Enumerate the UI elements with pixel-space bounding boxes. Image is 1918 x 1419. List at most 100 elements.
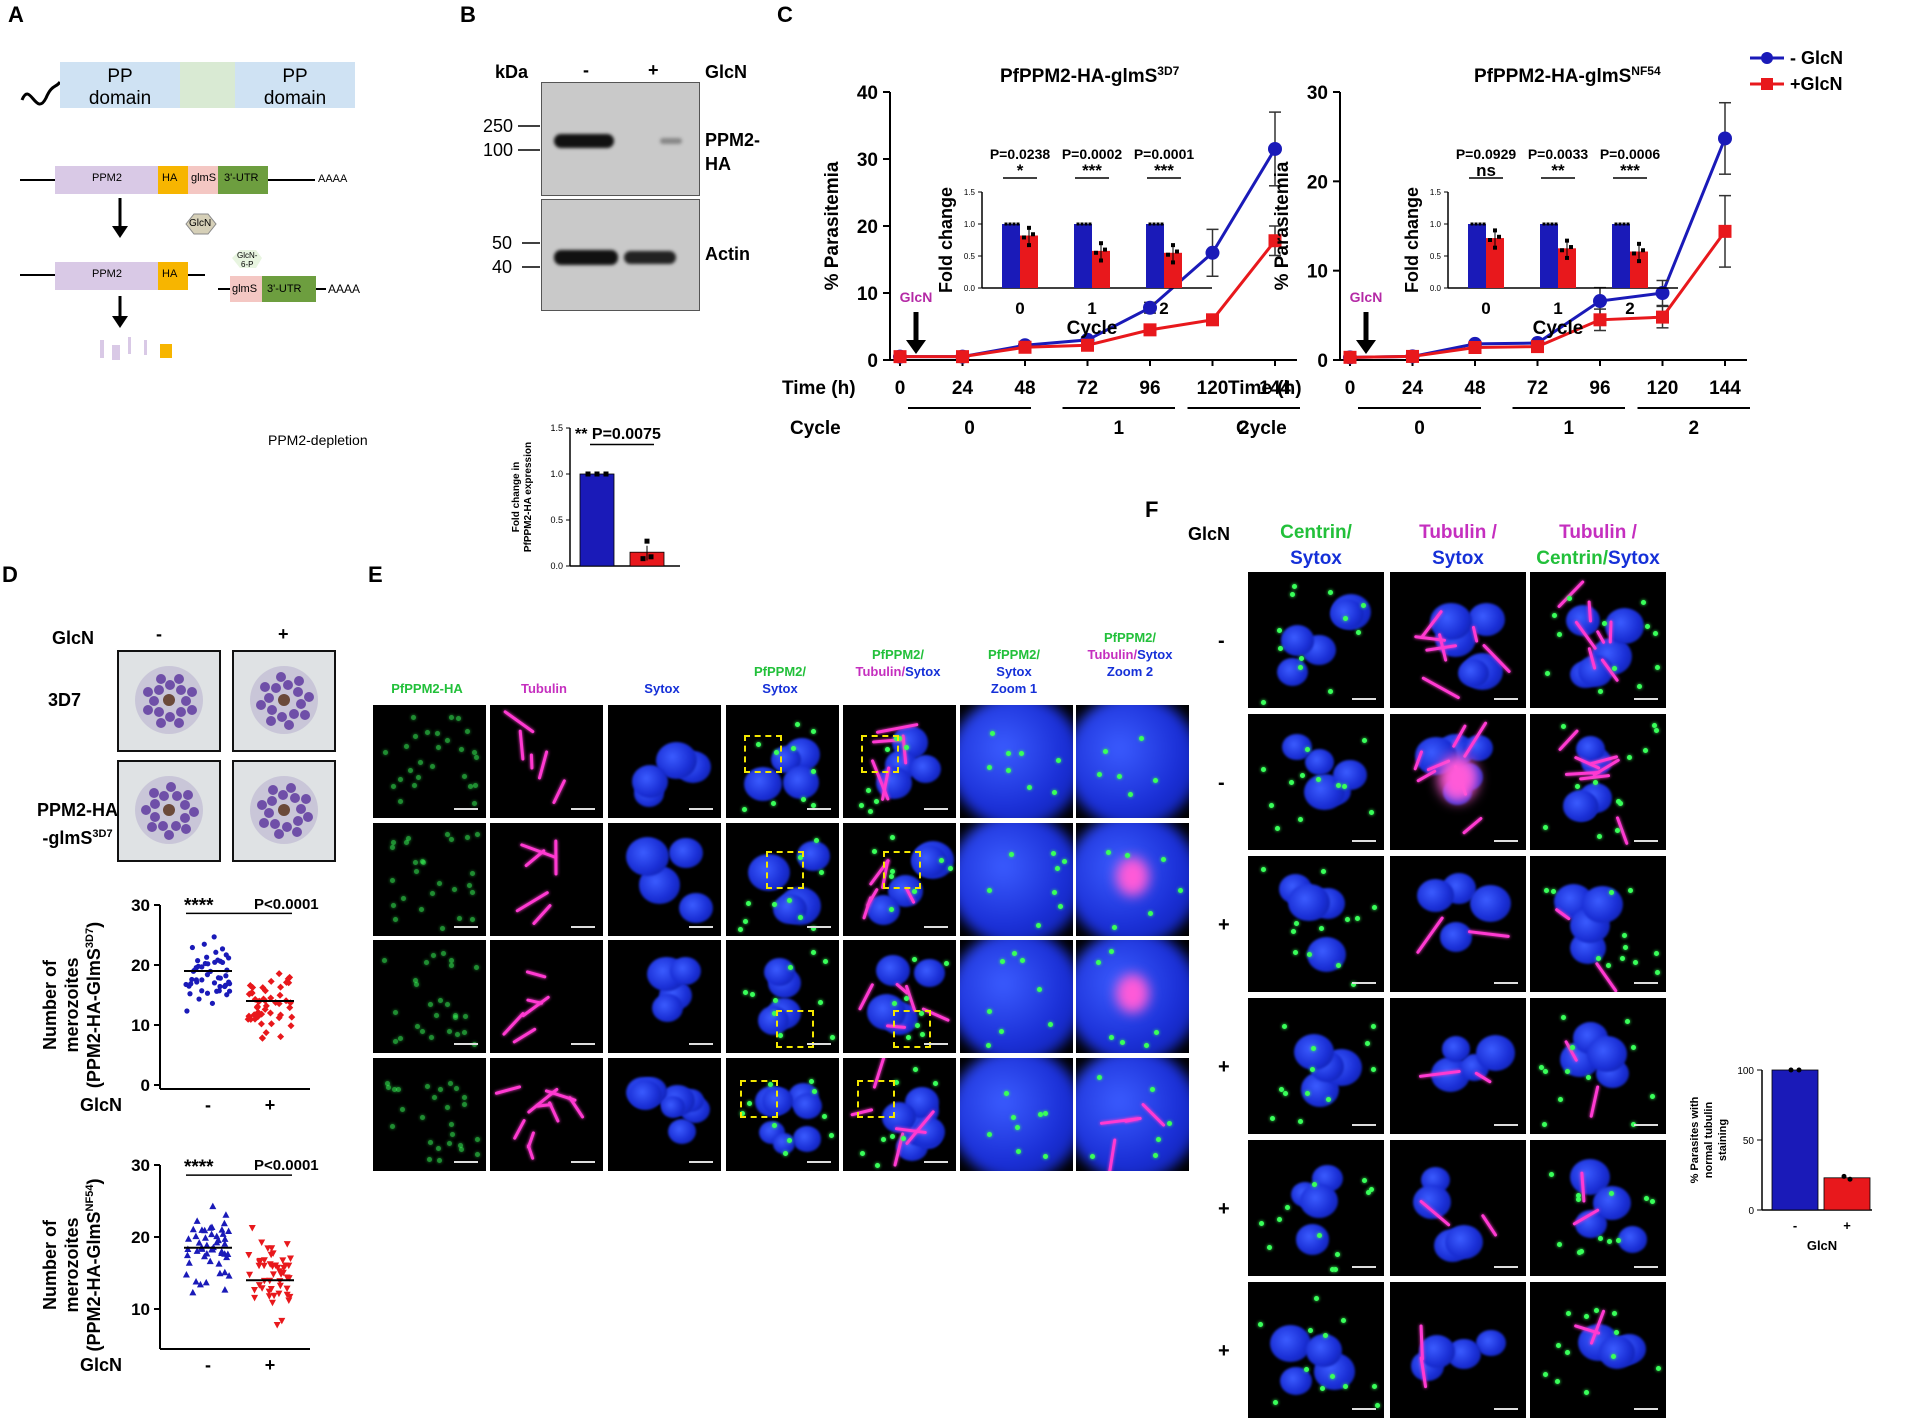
c-x-tick-label: 24 xyxy=(952,378,974,399)
c-point xyxy=(1531,340,1544,354)
d-point xyxy=(222,1211,230,1218)
c-inset-y-label: Fold change xyxy=(1402,187,1422,293)
panel-b-bar-chart: 0.00.51.01.5-+** P=0.0075GlcNFold change… xyxy=(511,423,680,570)
c-legend-label: - GlcN xyxy=(1790,48,1843,68)
d-point xyxy=(220,1219,228,1227)
e-micrograph xyxy=(1076,1058,1189,1171)
western-blot-actin xyxy=(541,199,700,311)
d-point xyxy=(267,1286,275,1293)
f-point xyxy=(1841,1173,1847,1179)
e-micrograph xyxy=(373,705,486,818)
c-y-tick-label: 20 xyxy=(857,217,878,238)
b-point xyxy=(585,471,591,477)
c-inset-point xyxy=(1008,222,1012,226)
c-inset-point xyxy=(1546,222,1550,226)
cleaved-polya-label: AAAA xyxy=(328,282,361,296)
d-point xyxy=(266,1009,274,1017)
c-inset-point xyxy=(1088,222,1092,226)
c-inset-point xyxy=(1641,248,1645,253)
c-y-tick-label: 40 xyxy=(857,83,878,104)
d-point xyxy=(203,1250,211,1257)
c-y-tick-label: 10 xyxy=(857,284,878,305)
d-point xyxy=(225,1227,233,1235)
c-point xyxy=(1718,224,1732,238)
c-cycle-number: 0 xyxy=(964,418,975,439)
cleaved-utr-label: 3'-UTR xyxy=(267,283,302,295)
c-inset-point xyxy=(1012,222,1016,226)
d-point xyxy=(285,1297,293,1304)
e-micrograph xyxy=(608,1058,721,1171)
e-micrograph xyxy=(960,940,1073,1053)
c-legend-marker xyxy=(1761,78,1773,90)
panel-f-bar-chart: 0 50 100 - + GlcN % Parasites with normal tubul… xyxy=(1689,1066,1872,1253)
c-y-label: % Parasitemia xyxy=(1272,161,1293,290)
d-point xyxy=(277,1271,285,1278)
d-point xyxy=(182,1271,190,1278)
c-legend-marker xyxy=(1761,52,1773,64)
e-micrograph xyxy=(843,823,956,936)
d-point xyxy=(276,1282,284,1290)
blot-ppm2-ha-label: PPM2- HA xyxy=(705,130,761,174)
c-inset-y-tick-label: 0.5 xyxy=(1430,252,1442,261)
e-micrograph xyxy=(490,705,603,818)
d-point xyxy=(259,984,267,992)
construct-ppm2-label: PPM2 xyxy=(92,172,122,184)
panel-label-e: E xyxy=(368,562,383,587)
d-point xyxy=(267,977,275,985)
c-inset-point xyxy=(1560,248,1564,253)
marker-40: 40 xyxy=(492,257,513,277)
e-micrograph xyxy=(1076,705,1189,818)
c-inset-point xyxy=(1478,222,1482,226)
f-micrograph xyxy=(1390,856,1526,992)
d-sig-pvalue: P<0.0001 xyxy=(254,896,319,913)
d-point xyxy=(251,995,259,1003)
c-point xyxy=(1205,245,1220,260)
f-micrograph xyxy=(1390,1282,1526,1418)
d-point xyxy=(268,1299,276,1307)
c-cycle-number: 1 xyxy=(1563,418,1574,439)
e-micrograph xyxy=(960,705,1073,818)
c-inset-bar-minus xyxy=(1002,224,1020,288)
c-inset-point xyxy=(1099,258,1103,263)
cleaved-glms-label: glmS xyxy=(232,283,258,295)
c-inset-bar-minus xyxy=(1146,224,1164,288)
c-inset-point xyxy=(1148,222,1152,226)
c-inset-y-tick-label: 0.5 xyxy=(964,252,976,261)
d-point xyxy=(221,1268,229,1276)
c-inset-stars: *** xyxy=(1620,161,1640,180)
e-micrograph xyxy=(373,1058,486,1171)
d-point xyxy=(226,981,233,987)
c-inset-stars: ns xyxy=(1476,161,1496,180)
c-point xyxy=(1268,141,1282,156)
c-inset-point xyxy=(1488,238,1492,242)
c-inset-point xyxy=(1016,222,1020,226)
c-inset-point xyxy=(1493,245,1497,250)
d-point xyxy=(206,1257,214,1265)
c-inset-y-tick-label: 0.0 xyxy=(964,284,976,293)
c-cycle-number: 2 xyxy=(1238,418,1249,439)
e-column-header: PfPPM2/Sytox xyxy=(753,664,806,696)
f-row-label: + xyxy=(1218,1056,1230,1078)
c-inset-point xyxy=(1160,222,1164,226)
marker-250: 250 xyxy=(483,116,514,136)
d-point xyxy=(270,1292,278,1300)
c-x-tick-label: 96 xyxy=(1589,378,1610,399)
c-inset-point xyxy=(1493,228,1497,233)
panel-label-f: F xyxy=(1145,497,1159,522)
f-micrograph xyxy=(1248,1140,1384,1276)
panel-label-a: A xyxy=(8,2,24,27)
d-point xyxy=(189,1288,197,1296)
d-point xyxy=(223,952,229,958)
c-inset-point xyxy=(1542,222,1546,226)
c-inset-point xyxy=(1637,241,1641,246)
d-point xyxy=(283,1291,291,1299)
d-point xyxy=(283,1285,291,1293)
c-legend-label: +GlcN xyxy=(1790,74,1843,94)
c-inset-point xyxy=(1166,252,1170,257)
c-inset-y-tick-label: 1.5 xyxy=(964,188,976,197)
b-y-tick-label: 1.5 xyxy=(550,423,563,433)
d-y-tick-label: 10 xyxy=(131,1300,150,1319)
d-point xyxy=(186,983,192,989)
e-micrograph xyxy=(608,823,721,936)
